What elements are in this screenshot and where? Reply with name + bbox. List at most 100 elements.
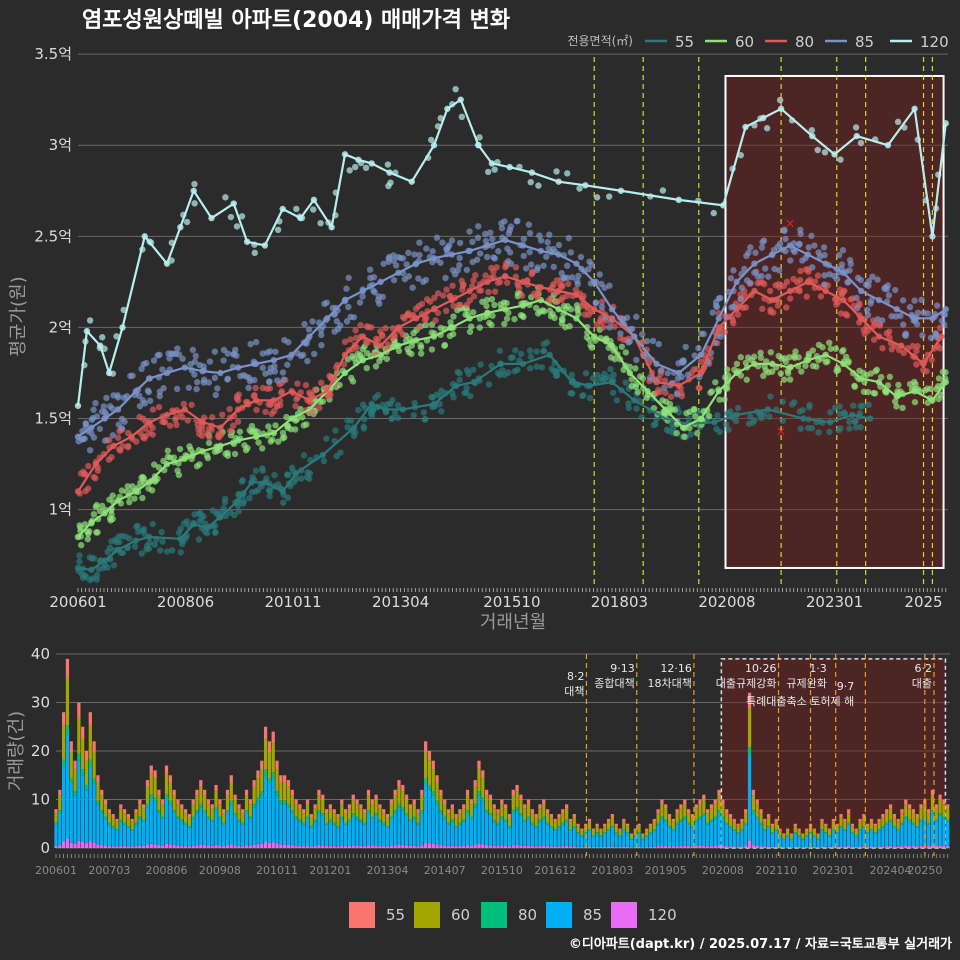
scatter-point	[538, 364, 546, 371]
bar-2018-10-80	[637, 832, 641, 834]
bar-2015-1-55	[465, 789, 470, 796]
bar-2024-4-55	[888, 804, 893, 809]
scatter-point	[331, 328, 338, 335]
bar-2018-1-55	[603, 823, 607, 827]
scatter-point	[206, 358, 214, 365]
bar-2022-1-55	[786, 828, 790, 831]
bar-2008-8-55	[172, 789, 176, 796]
bar-2021-2-85	[744, 824, 748, 847]
bar-2020-2-60	[698, 804, 702, 817]
bar-2007-4-120	[111, 846, 115, 848]
scatter-point	[99, 502, 106, 510]
bar-2014-9-60	[450, 808, 454, 820]
bar-2024-2-120	[881, 846, 885, 848]
scatter-point	[533, 363, 540, 370]
scatter-point	[189, 346, 197, 354]
bar-2010-5-85	[252, 807, 256, 845]
bar-2014-5-55	[435, 775, 439, 783]
scatter-point	[438, 408, 445, 415]
scatter-point	[318, 331, 325, 339]
scatter-point	[913, 361, 920, 368]
bar-2007-11-80	[138, 816, 142, 819]
scatter-point	[392, 262, 400, 269]
bar-2014-6-85	[439, 813, 443, 846]
bar-2013-11-120	[412, 845, 416, 848]
scatter-point	[174, 467, 181, 474]
scatter-point	[394, 402, 402, 409]
bar-2020-6-55	[713, 799, 717, 805]
bar-2011-11-55	[321, 794, 325, 800]
scatter-point	[191, 200, 198, 207]
bar-2010-9-85	[267, 783, 272, 843]
bar-2024-10-120	[911, 846, 916, 848]
bar-2010-3-85	[244, 813, 249, 846]
scatter-point	[403, 261, 410, 268]
scatter-point	[311, 350, 318, 358]
scatter-point	[474, 234, 482, 242]
bar-2006-8-80	[81, 769, 85, 776]
bar-2024-12-80	[919, 819, 923, 822]
bar-2018-4-60	[614, 826, 618, 833]
bar-2020-7-55	[717, 789, 721, 796]
scatter-point	[569, 390, 576, 397]
bar-2024-2-55	[881, 814, 885, 818]
bar-2007-4-55	[111, 814, 115, 818]
scatter-point	[271, 471, 278, 479]
bar-2018-10-55	[637, 823, 641, 827]
scatter-point	[167, 454, 174, 461]
bar-2014-7-60	[443, 804, 447, 817]
bar-2016-11-60	[549, 817, 554, 826]
scatter-point	[456, 254, 463, 262]
bar-2015-8-120	[492, 845, 496, 848]
bar-2022-1-85	[786, 836, 790, 848]
scatter-point	[449, 330, 457, 338]
scatter-point	[439, 239, 446, 246]
scatter-point	[180, 400, 188, 408]
bar-2009-9-55	[222, 809, 226, 814]
bar-2022-8-85	[812, 836, 816, 848]
bar-2017-8-80	[584, 832, 588, 834]
bar-2010-9-60	[267, 751, 272, 779]
bar-2023-1-80	[831, 829, 836, 831]
bar-2023-8-120	[858, 846, 862, 848]
bar-2017-2-120	[561, 846, 565, 848]
scatter-point	[761, 280, 768, 288]
bar-2013-1-85	[374, 815, 378, 846]
bar-2021-12-85	[782, 839, 786, 848]
scatter-point	[374, 297, 382, 304]
scatter-point	[320, 457, 328, 465]
scatter-point	[205, 379, 213, 386]
bar-2012-4-120	[340, 845, 344, 848]
bar-2010-8-55	[263, 726, 268, 739]
bar-2023-3-80	[839, 825, 843, 828]
scatter-point	[673, 429, 680, 437]
bar-2009-9-120	[222, 846, 226, 848]
scatter-point	[498, 224, 506, 232]
bar-2021-5-60	[755, 804, 759, 817]
bar-2006-1-85	[54, 824, 58, 847]
scatter-point	[467, 323, 475, 330]
scatter-point	[782, 358, 790, 366]
scatter-point	[737, 354, 744, 361]
policy-annotation-name-4: 규제완화	[786, 677, 826, 690]
bar-2008-5-85	[161, 818, 165, 846]
bar-2013-4-120	[385, 846, 390, 848]
bar-2025-1-85	[923, 818, 927, 846]
scatter-point	[454, 306, 461, 314]
scatter-point	[547, 312, 555, 320]
bar-2021-5-55	[755, 799, 759, 805]
scatter-point	[881, 285, 888, 292]
bar-2025-3-85	[930, 813, 935, 846]
bar-2012-9-80	[359, 819, 363, 822]
scatter-point	[730, 303, 738, 311]
scatter-point	[836, 403, 843, 410]
bar-2014-2-85	[424, 783, 428, 843]
bar-2008-5-80	[161, 816, 165, 819]
bar-2017-5-60	[572, 817, 576, 826]
scatter-point	[149, 424, 156, 432]
bar-2021-8-80	[766, 825, 771, 828]
bar-2015-11-80	[504, 819, 508, 822]
bar-2022-6-55	[805, 828, 809, 831]
bar-2012-9-60	[359, 808, 363, 820]
